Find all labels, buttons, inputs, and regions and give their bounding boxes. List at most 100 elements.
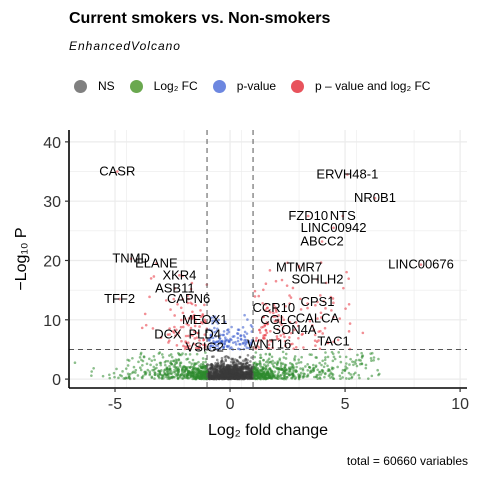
point-fc	[163, 360, 167, 364]
point-sig-fc	[266, 322, 270, 326]
point-ns	[207, 377, 211, 381]
point-sig-fc	[324, 307, 327, 310]
point-sig-fc	[173, 325, 176, 329]
point-fc	[358, 376, 361, 380]
point-fc	[339, 360, 343, 364]
point-fc	[255, 370, 259, 374]
x-tick-label: 0	[226, 396, 235, 413]
point-fc	[176, 368, 179, 372]
point-ns	[233, 366, 237, 370]
point-sig-fc	[308, 319, 312, 323]
point-sig-fc	[203, 346, 207, 349]
point-fc	[145, 362, 149, 366]
point-fc	[360, 362, 364, 365]
point-sig-fc	[330, 309, 333, 312]
point-sig	[219, 333, 222, 337]
point-fc	[276, 367, 279, 371]
point-ns	[210, 355, 214, 359]
point-fc	[265, 376, 269, 380]
legend: NS Log₂ FC p-value p – value and log₂ FC	[74, 77, 445, 95]
legend-item-pvalue: p-value	[212, 79, 276, 93]
point-fc	[326, 355, 330, 359]
point-sig-fc	[284, 344, 287, 348]
point-fc	[139, 368, 143, 372]
point-fc	[108, 373, 111, 377]
x-axis-title: Log₂ fold change	[208, 422, 328, 439]
point-sig	[211, 344, 215, 348]
point-sig-fc	[175, 344, 179, 347]
point-fc	[293, 355, 297, 358]
point-sig-fc	[288, 302, 291, 306]
point-sig-fc	[332, 315, 335, 319]
gene-label: LINC00676	[388, 257, 454, 272]
point-fc	[143, 372, 147, 376]
point-fc	[345, 377, 348, 380]
point-fc	[194, 362, 197, 366]
point-fc	[132, 377, 136, 380]
point-sig-fc	[186, 301, 190, 305]
point-fc	[183, 370, 186, 374]
point-fc	[303, 372, 306, 376]
point-sig-fc	[316, 278, 319, 281]
point-ns	[217, 367, 221, 371]
point-sig-fc	[149, 277, 153, 280]
point-fc	[357, 373, 361, 377]
point-sig-fc	[272, 303, 276, 307]
point-sig	[223, 342, 227, 346]
point-fc	[148, 357, 151, 361]
point-fc	[279, 373, 283, 377]
point-fc	[323, 372, 327, 376]
point-fc	[160, 353, 164, 356]
point-sig-fc	[313, 339, 317, 342]
point-fc	[252, 361, 256, 365]
point-fc	[270, 376, 274, 380]
point-sig-fc	[187, 341, 190, 344]
point-fc	[369, 352, 372, 355]
point-fc	[314, 375, 318, 379]
point-fc	[294, 370, 298, 374]
point-fc	[126, 364, 130, 367]
point-fc	[290, 362, 294, 366]
gene-label: NTS	[330, 208, 356, 223]
point-fc	[279, 365, 283, 368]
y-tick-label: 0	[52, 372, 61, 389]
point-sig	[247, 340, 251, 343]
point-ns	[220, 356, 224, 360]
point-sig-fc	[129, 257, 133, 261]
point-fc	[295, 365, 298, 369]
point-sig-fc	[345, 270, 348, 274]
point-fc	[316, 377, 320, 380]
point-fc	[262, 358, 265, 362]
point-ns	[216, 362, 219, 366]
point-fc	[264, 360, 268, 364]
point-sig-fc	[296, 324, 300, 328]
point-fc	[353, 360, 356, 364]
point-ns	[228, 370, 231, 374]
point-sig	[239, 334, 243, 337]
point-sig-fc	[184, 347, 187, 351]
point-sig-fc	[277, 318, 280, 322]
point-fc	[126, 372, 130, 376]
point-fc	[273, 361, 277, 365]
point-ns	[215, 358, 219, 362]
gene-label: FZD10	[288, 208, 328, 223]
point-fc	[333, 357, 337, 361]
point-fc	[159, 363, 163, 367]
point-sig	[244, 338, 248, 342]
point-sig-fc	[276, 328, 280, 331]
point-fc	[326, 364, 329, 368]
point-sig	[213, 341, 216, 345]
point-fc	[317, 373, 321, 376]
point-sig-fc	[275, 337, 279, 341]
point-sig-fc	[285, 284, 289, 287]
point-sig-fc	[179, 325, 183, 329]
point-ns	[242, 376, 245, 379]
point-fc	[169, 362, 173, 365]
point-sig-fc	[279, 334, 283, 337]
point-ns	[242, 359, 245, 363]
point-sig-fc	[322, 300, 325, 303]
point-sig-fc	[166, 333, 170, 336]
point-fc	[255, 376, 258, 380]
point-fc	[308, 365, 311, 369]
point-fc	[153, 371, 156, 374]
